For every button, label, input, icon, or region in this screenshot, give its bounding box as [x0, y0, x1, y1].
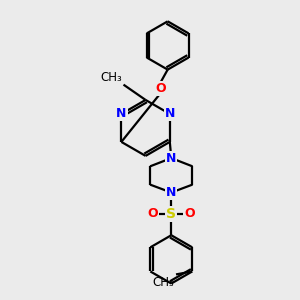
Text: CH₃: CH₃ [152, 276, 174, 289]
Text: O: O [148, 207, 158, 220]
Text: CH₃: CH₃ [100, 71, 122, 84]
Text: N: N [166, 186, 176, 199]
Text: N: N [165, 107, 175, 120]
Text: N: N [166, 152, 176, 165]
Text: O: O [155, 82, 166, 95]
Text: N: N [116, 107, 127, 120]
Text: O: O [184, 207, 195, 220]
Text: S: S [166, 207, 176, 221]
